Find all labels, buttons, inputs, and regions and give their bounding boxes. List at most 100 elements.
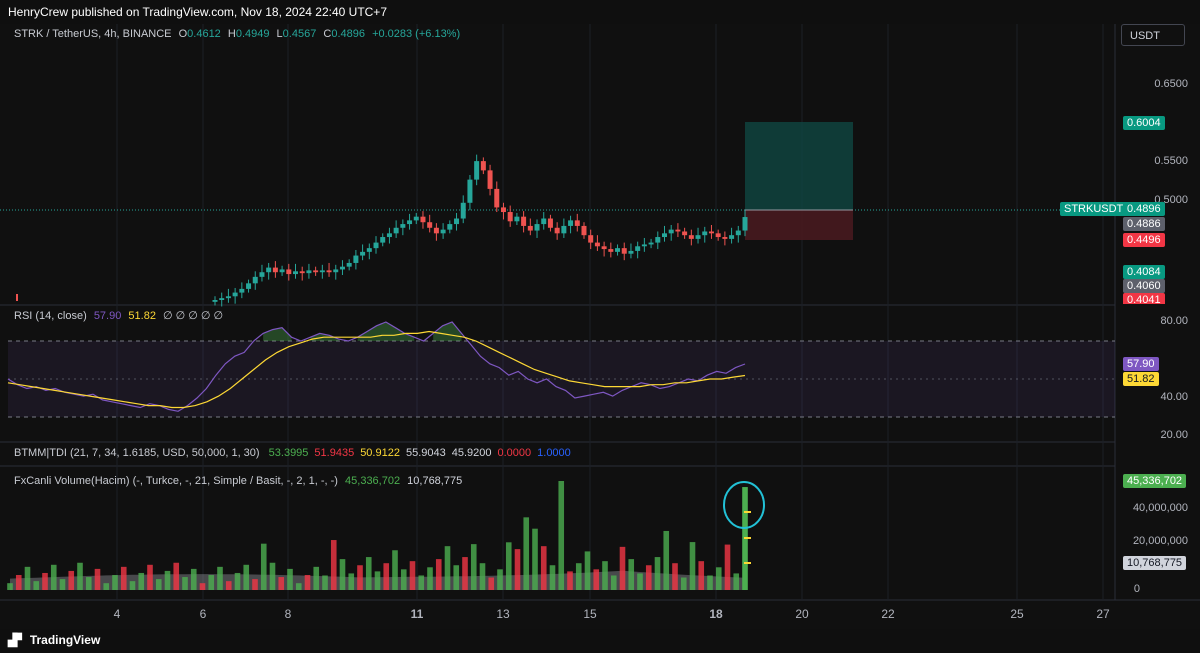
time-label-13: 13: [496, 607, 510, 621]
candle-body: [266, 267, 272, 273]
volume-bar: [532, 528, 538, 590]
candle-body: [608, 249, 614, 252]
stop-price-tag: 0.4496: [1123, 233, 1165, 247]
volume-bar: [663, 530, 670, 590]
candle-body: [574, 220, 580, 226]
candle-body: [615, 248, 621, 252]
tradingview-logo: ▟▘ TradingView: [8, 633, 100, 647]
volume-bar: [628, 559, 635, 590]
volume-bar: [24, 566, 31, 590]
low-label: L: [276, 28, 283, 40]
tdi-legend[interactable]: BTMM|TDI (21, 7, 34, 1.6185, USD, 50,000…: [14, 447, 571, 459]
candle-body: [547, 218, 553, 228]
level-tag-2: 0.4060: [1123, 279, 1165, 293]
volume-bar: [7, 583, 13, 590]
candle-body: [212, 300, 218, 302]
chart-canvas[interactable]: [0, 24, 1200, 629]
volume-bar: [733, 573, 740, 590]
time-label-15: 15: [583, 607, 597, 621]
rsi-title: RSI (14, close): [14, 310, 87, 322]
symbol-legend[interactable]: STRK / TetherUS, 4h, BINANCE O0.4612 H0.…: [14, 28, 460, 40]
candle-body: [373, 242, 379, 249]
candle-body: [306, 270, 312, 274]
candle-body: [635, 246, 641, 251]
volume-bar: [392, 550, 398, 590]
candle-body: [561, 225, 567, 234]
volume-bar: [348, 573, 355, 590]
volume-bar: [164, 570, 171, 590]
candle-body: [648, 242, 654, 245]
volume-title: FxCanli Volume(Hacim) (-, Turkce, -, 21,…: [14, 475, 338, 487]
candle-body: [366, 248, 372, 252]
volume-bar: [94, 568, 101, 590]
candle-body: [688, 235, 694, 239]
rsi-line: [7, 321, 746, 412]
candle-body: [554, 227, 560, 234]
time-label-25: 25: [1010, 607, 1024, 621]
currency-button[interactable]: USDT: [1121, 24, 1185, 46]
candle-body: [413, 216, 419, 221]
level-tag-1: 0.4084: [1123, 265, 1165, 279]
tv-logo-icon: ▟▘: [8, 633, 27, 647]
candle-body: [708, 231, 714, 234]
volume-legend[interactable]: FxCanli Volume(Hacim) (-, Turkce, -, 21,…: [14, 475, 462, 487]
chart-area[interactable]: [0, 24, 1200, 629]
time-label-20: 20: [795, 607, 809, 621]
volume-bar: [400, 569, 407, 590]
volume-axis-20m: 20,000,000: [1132, 535, 1188, 547]
volume-bar: [453, 565, 460, 590]
rsi-ma-tag: 51.82: [1123, 372, 1159, 386]
candle-body: [507, 212, 513, 222]
candle-body: [668, 229, 674, 234]
volume-bar: [287, 568, 293, 590]
volume-bar: [540, 546, 547, 590]
volume-bar: [42, 572, 48, 590]
tdi-value-0: 53.3995: [268, 447, 309, 459]
rsi-legend[interactable]: RSI (14, close) 57.90 51.82 ∅ ∅ ∅ ∅ ∅: [14, 309, 223, 322]
candle-body: [695, 235, 701, 239]
volume-bar: [374, 571, 381, 590]
candle-body: [500, 207, 506, 213]
hand-drawn-circle: [723, 481, 765, 529]
volume-bar: [208, 575, 215, 590]
candle-body: [594, 242, 600, 247]
close-label: C: [323, 28, 332, 40]
candle-body: [407, 220, 413, 225]
candle-body: [628, 250, 634, 254]
volume-bar: [155, 579, 162, 590]
volume-bar: [112, 575, 118, 590]
candle-body: [400, 224, 406, 228]
candle-body: [293, 271, 299, 275]
volume-bar: [243, 564, 250, 590]
volume-bar: [103, 583, 110, 590]
volume-bar: [225, 581, 232, 590]
volume-bar: [217, 566, 223, 590]
volume-bar: [269, 562, 276, 590]
vertical-grid: [116, 24, 1104, 600]
volume-bar: [365, 557, 372, 590]
candle-body: [279, 269, 285, 273]
volume-bar: [514, 549, 521, 590]
change-value: +0.0283 (+6.13%): [372, 28, 461, 40]
volume-bar: [234, 572, 241, 590]
tdi-value-3: 55.9043: [405, 447, 446, 459]
volume-bar: [260, 543, 267, 590]
candle-body: [661, 233, 667, 238]
candle-body: [239, 288, 245, 293]
brand-text: TradingView: [29, 633, 101, 647]
candle-body: [219, 298, 225, 300]
candle-body: [272, 267, 278, 273]
candle-body: [380, 237, 386, 243]
candle-body: [427, 222, 433, 228]
volume-bar: [497, 569, 503, 590]
volume-bar: [715, 567, 722, 590]
time-label-6: 6: [199, 607, 207, 621]
candle-body: [232, 292, 238, 297]
rsi-tag: 57.90: [1123, 357, 1159, 371]
volume-bar: [252, 579, 258, 590]
volume-bar: [610, 575, 617, 590]
published-bar: HenryCrew published on TradingView.com, …: [0, 0, 1200, 24]
target-price-tag: 0.6004: [1123, 116, 1165, 130]
candle-body: [480, 161, 486, 171]
candle-body: [420, 216, 426, 223]
